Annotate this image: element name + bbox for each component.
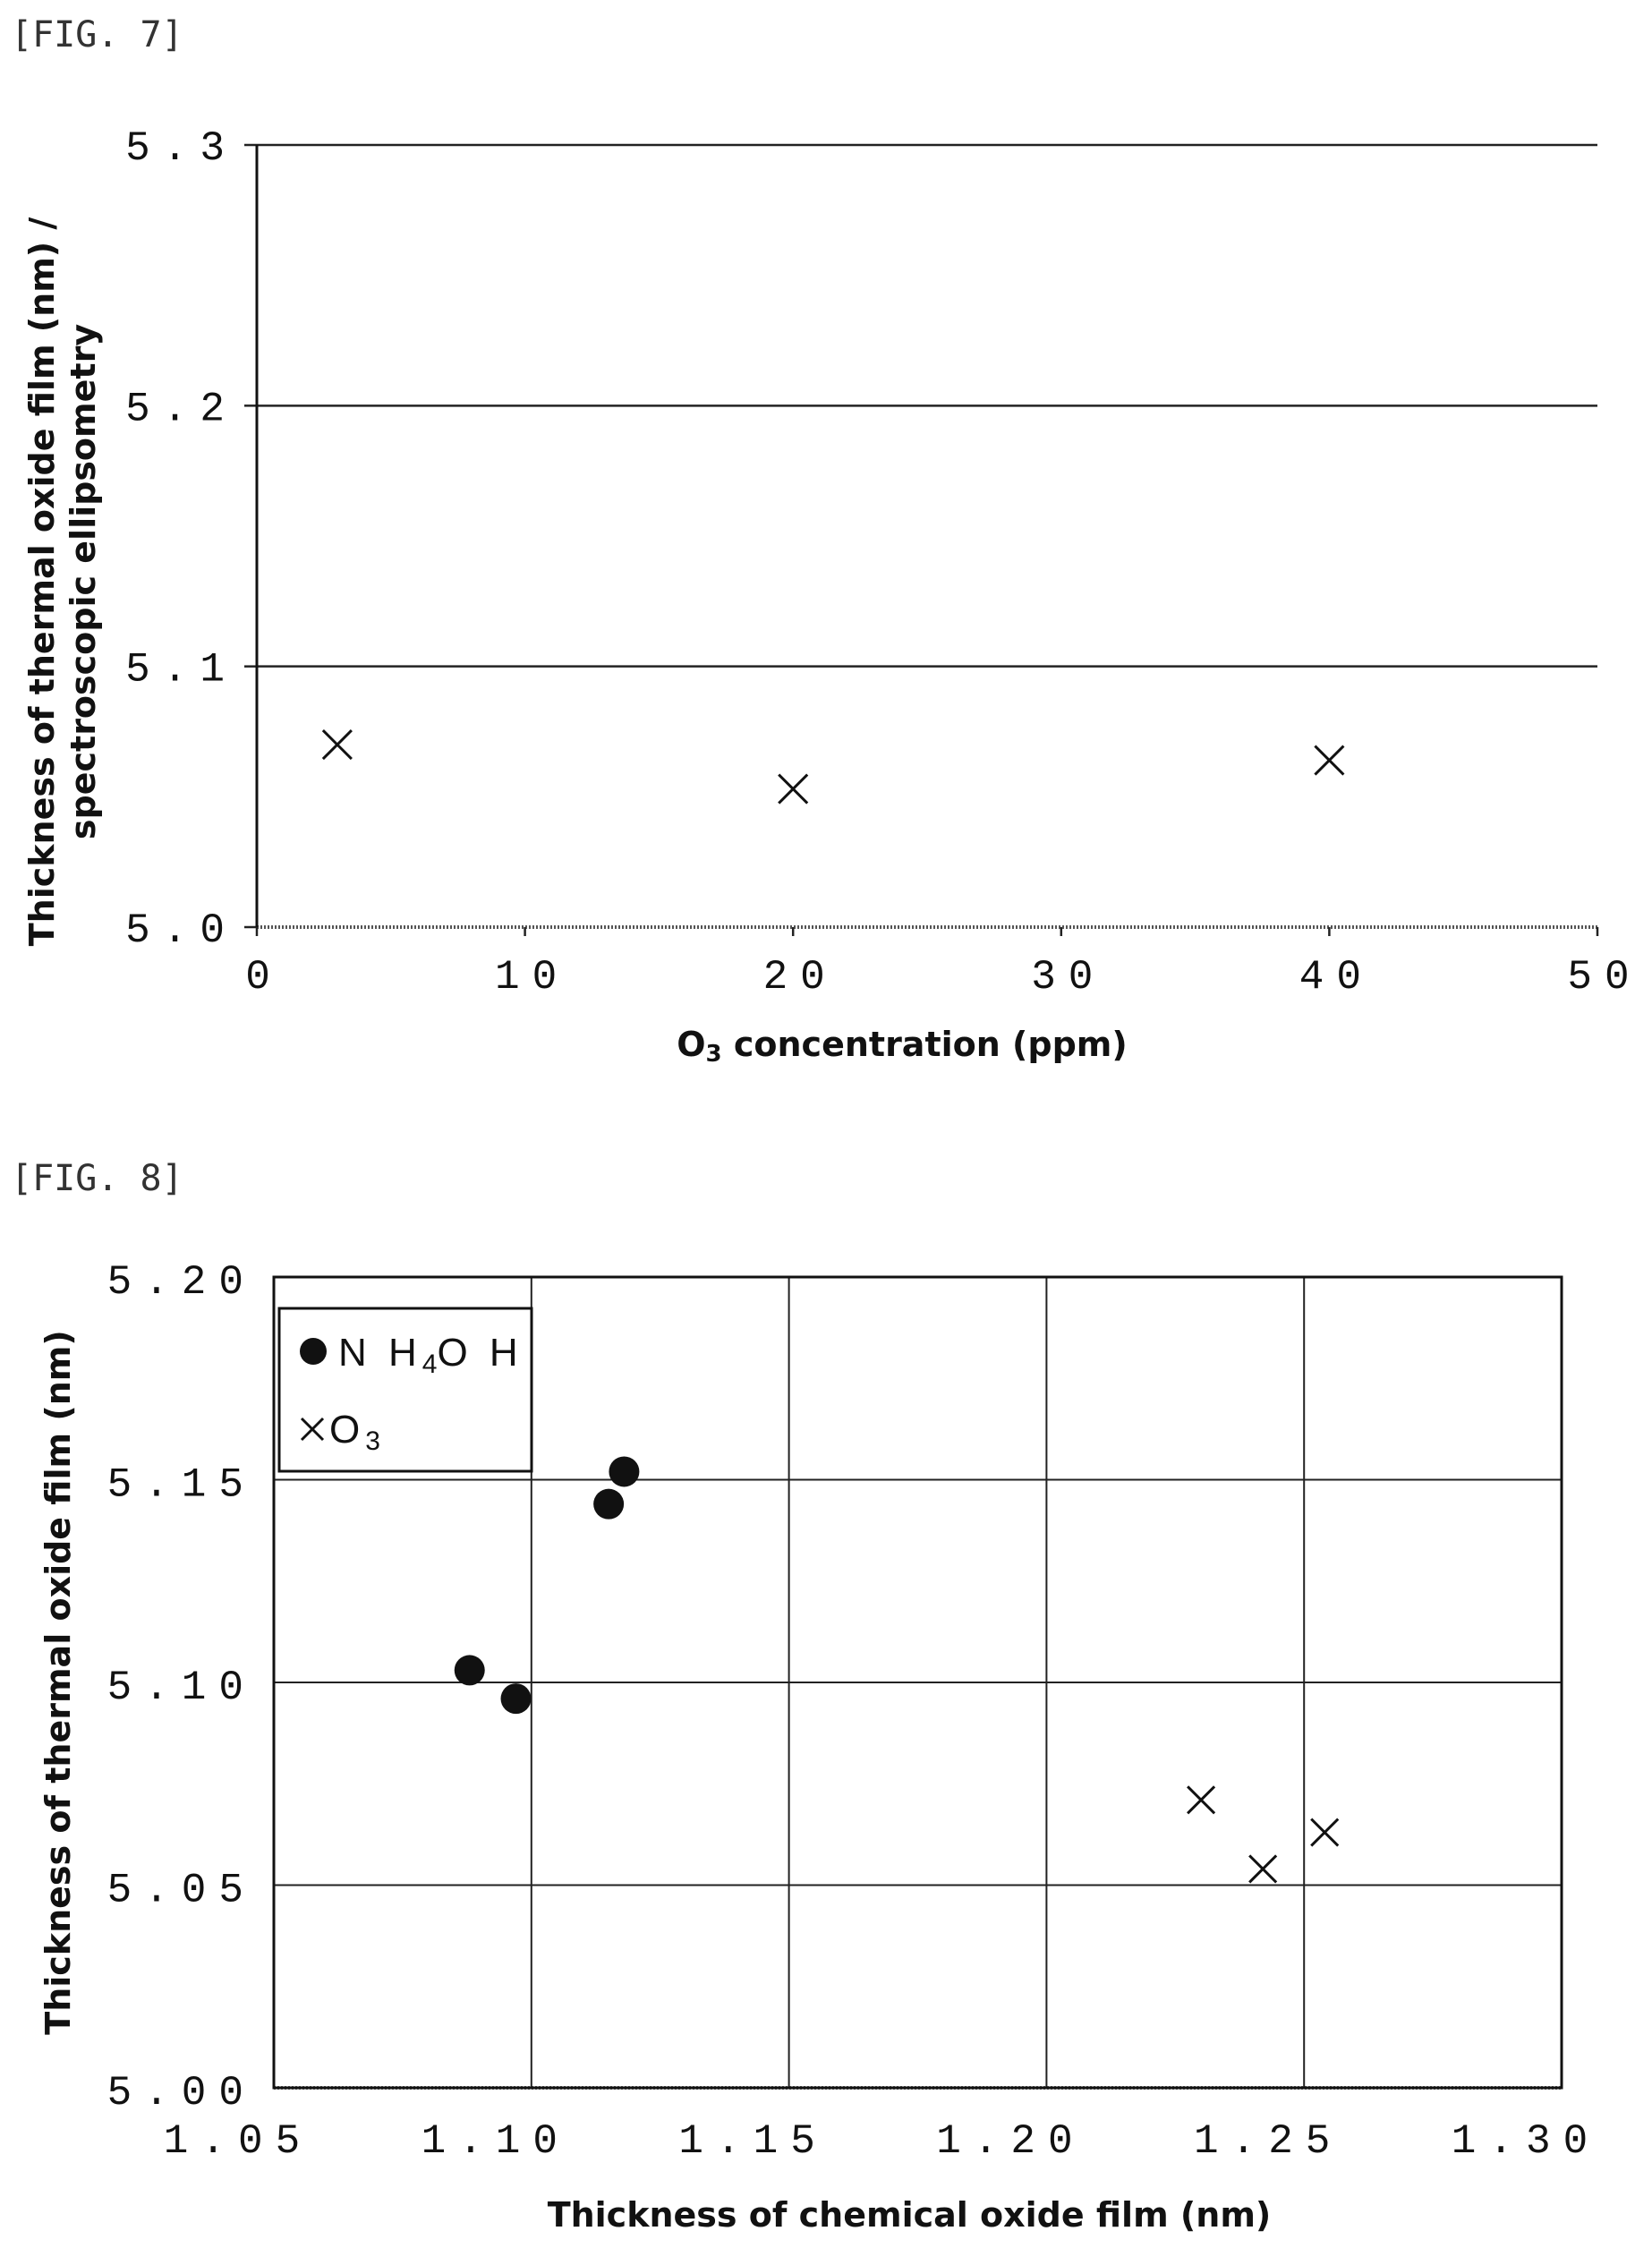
fig8-axes xyxy=(272,1275,1563,2090)
fig7-x-tick-3: 30 xyxy=(1031,954,1105,1001)
fig8-y-tick-1: 5.05 xyxy=(107,1868,256,1914)
fig7-y-axis-title-line1: Thickness of thermal oxide film (nm) / xyxy=(22,217,62,947)
fig8-data-points xyxy=(454,1456,1340,1884)
fig8-x-tick-5: 1.30 xyxy=(1452,2118,1600,2165)
legend-nh4oh-label: N H4O H xyxy=(338,1331,524,1379)
fig8-nh4oh-point-2 xyxy=(593,1488,625,1520)
fig8-legend: N H4O H O3 xyxy=(277,1307,533,1473)
fig8-x-tick-1: 1.10 xyxy=(422,2118,570,2165)
legend-nh4oh-marker xyxy=(300,1338,327,1365)
fig8-y-axis-title: Thickness of thermal oxide film (nm) xyxy=(38,1330,78,2034)
fig7-chart: [FIG. 7] 5.0 5.1 5.2 5.3 0 10 20 30 40 50 O3 con… xyxy=(11,14,1641,1068)
fig7-label: [FIG. 7] xyxy=(11,14,183,55)
fig7-y-tick-3: 5.3 xyxy=(125,125,237,172)
fig8-nh4oh-point-0 xyxy=(454,1655,485,1686)
fig8-y-tick-labels: 5.00 5.05 5.10 5.15 5.20 xyxy=(107,1259,256,2116)
fig7-x-tick-1: 10 xyxy=(495,954,569,1001)
fig8-y-tick-3: 5.15 xyxy=(107,1462,256,1509)
fig8-x-tick-0: 1.05 xyxy=(164,2118,312,2165)
fig8-o3-point-0 xyxy=(1187,1785,1216,1815)
fig7-point-0 xyxy=(321,729,353,761)
fig8-plot-frame xyxy=(272,1275,1563,2090)
fig7-y-tick-1: 5.1 xyxy=(125,647,237,694)
fig7-y-tick-0: 5.0 xyxy=(125,907,237,954)
fig7-x-tick-0: 0 xyxy=(245,954,283,1001)
fig7-x-axis-title: O3 concentration (ppm) xyxy=(677,1025,1128,1068)
fig8-x-tick-labels: 1.05 1.10 1.15 1.20 1.25 1.30 xyxy=(164,2118,1600,2165)
fig8-chart: [FIG. 8] 5.005.055.105.155.20 1.05 1.10 1.… xyxy=(11,1158,1600,2235)
legend-o3-marker xyxy=(300,1417,325,1442)
fig7-y-tick-2: 5.2 xyxy=(125,386,237,432)
fig8-x-tick-2: 1.15 xyxy=(678,2118,827,2165)
fig7-axes xyxy=(255,145,1599,936)
fig8-x-tick-3: 1.20 xyxy=(936,2118,1085,2165)
fig7-point-1 xyxy=(778,773,809,805)
fig7-x-tick-5: 50 xyxy=(1567,954,1641,1001)
fig8-label: [FIG. 8] xyxy=(11,1158,183,1199)
fig7-y-tick-labels: 5.0 5.1 5.2 5.3 xyxy=(125,125,237,954)
fig7-data-points xyxy=(321,729,1345,805)
fig8-nh4oh-point-1 xyxy=(500,1683,532,1715)
fig7-point-2 xyxy=(1314,745,1345,776)
fig8-x-axis-title: Thickness of chemical oxide film (nm) xyxy=(548,2195,1272,2235)
fig7-gridlines xyxy=(244,143,1597,929)
fig7-x-tick-4: 40 xyxy=(1299,954,1374,1001)
fig8-x-tick-4: 1.25 xyxy=(1194,2118,1342,2165)
fig8-nh4oh-point-3 xyxy=(609,1456,640,1487)
fig7-y-axis-title-line2: spectroscopic ellipsometry xyxy=(64,324,103,839)
fig8-y-tick-4: 5.20 xyxy=(107,1259,256,1306)
legend-o3-label: O3 xyxy=(329,1408,380,1456)
fig7-y-axis-title: Thickness of thermal oxide film (nm) / s… xyxy=(22,217,103,947)
fig8-y-tick-2: 5.10 xyxy=(107,1665,256,1711)
fig8-o3-point-1 xyxy=(1248,1854,1278,1884)
legend-box xyxy=(277,1307,533,1473)
fig7-x-tick-2: 20 xyxy=(763,954,838,1001)
fig8-o3-point-2 xyxy=(1310,1818,1340,1847)
fig8-y-tick-0: 5.00 xyxy=(107,2070,256,2116)
fig7-x-tick-labels: 0 10 20 30 40 50 xyxy=(245,954,1641,1001)
